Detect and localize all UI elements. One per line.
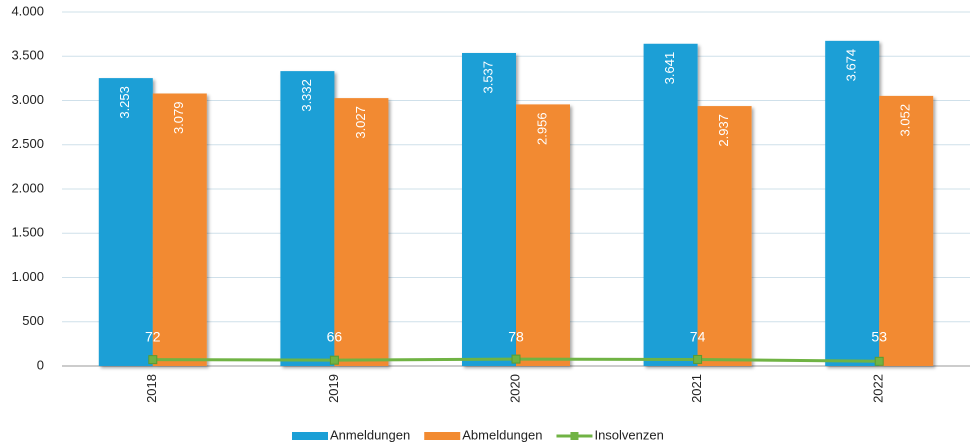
line-marker — [511, 354, 521, 364]
line-value-label: 74 — [690, 329, 706, 345]
y-tick-label: 2.500 — [11, 136, 44, 151]
line-value-label: 66 — [327, 329, 343, 345]
legend-swatch-marker — [570, 432, 579, 440]
x-tick-label: 2022 — [871, 374, 886, 403]
y-tick-label: 2.000 — [11, 180, 44, 195]
bar — [825, 40, 880, 366]
bar-value-label: 2.956 — [534, 112, 549, 145]
y-tick-label: 3.000 — [11, 92, 44, 107]
line-marker — [148, 355, 158, 365]
bar-value-label: 3.079 — [171, 102, 186, 135]
bar — [643, 43, 698, 367]
legend-label: Anmeldungen — [330, 427, 410, 442]
line-marker — [329, 355, 339, 365]
x-tick-label: 2021 — [689, 374, 704, 403]
bar-value-label: 3.674 — [844, 49, 859, 82]
bar-value-label: 3.027 — [353, 106, 368, 139]
x-tick-label: 2020 — [507, 374, 522, 403]
bar-value-label: 3.641 — [662, 52, 677, 85]
bar — [334, 98, 389, 366]
x-tick-label: 2018 — [144, 374, 159, 403]
line-marker — [874, 356, 884, 366]
line-value-label: 72 — [145, 329, 161, 345]
bar — [879, 95, 934, 366]
bar — [697, 106, 752, 366]
bar — [462, 52, 516, 367]
legend-swatch — [424, 432, 461, 440]
y-tick-label: 4.000 — [11, 3, 44, 18]
line-value-label: 78 — [508, 329, 524, 345]
bar-value-label: 3.537 — [480, 61, 495, 94]
line-marker — [693, 354, 703, 364]
legend-swatch — [292, 432, 328, 440]
x-tick-label: 2019 — [326, 374, 341, 403]
y-tick-label: 1.500 — [11, 225, 44, 240]
bar-value-label: 3.253 — [117, 86, 132, 119]
y-tick-label: 500 — [22, 313, 44, 328]
bar-value-label: 3.052 — [898, 104, 913, 137]
bar — [280, 71, 335, 367]
bar — [152, 93, 207, 367]
bar-value-label: 3.332 — [299, 79, 314, 112]
bar — [98, 78, 153, 366]
line-value-label: 53 — [871, 329, 887, 345]
bar — [516, 104, 570, 367]
legend-label: Abmeldungen — [462, 427, 542, 442]
legend-label: Insolvenzen — [594, 427, 663, 442]
y-tick-label: 1.000 — [11, 269, 44, 284]
y-tick-label: 3.500 — [11, 48, 44, 63]
bar-value-label: 2.937 — [716, 114, 731, 147]
y-tick-label: 0 — [37, 357, 44, 372]
